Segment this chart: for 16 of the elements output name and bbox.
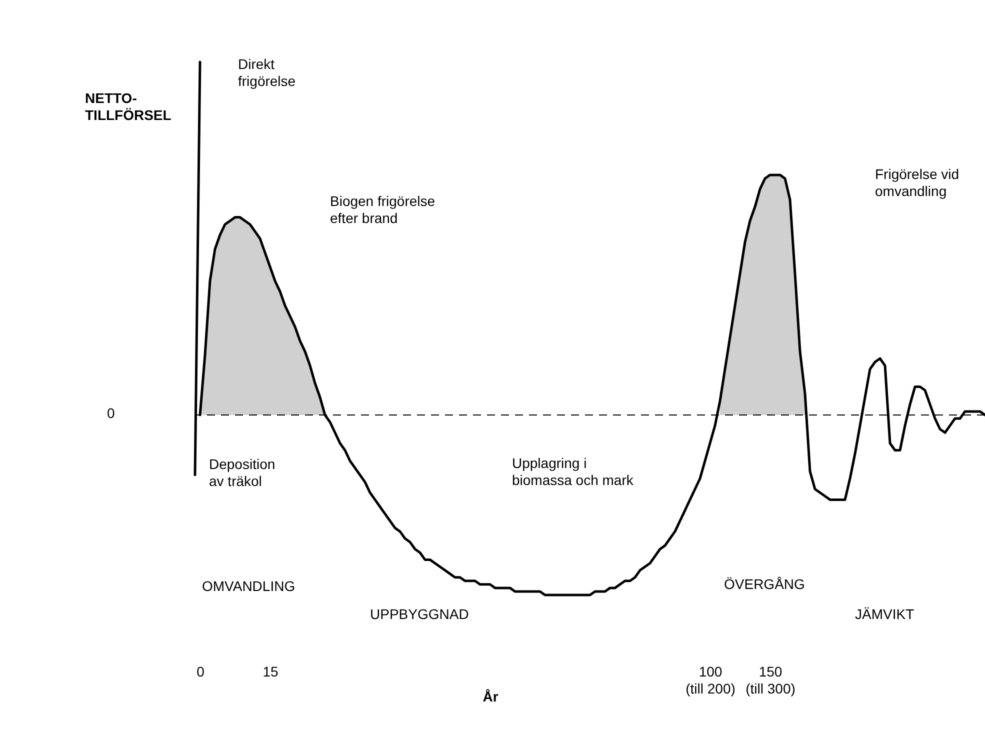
text: UPPBYGGNAD: [370, 606, 469, 622]
annotation: Upplagring i biomassa och mark: [512, 455, 634, 488]
annotation: Frigörelse vid omvandling: [875, 166, 960, 199]
annotation: Biogen frigörelse efter brand: [330, 193, 436, 226]
y-axis-title: NETTO-TILLFÖRSEL: [85, 90, 172, 123]
x-tick-label: 0: [196, 664, 205, 680]
annotation: OMVANDLING: [202, 578, 296, 594]
annotation: ÖVERGÅNG: [724, 576, 805, 592]
x-tick-label: 15: [262, 664, 278, 680]
annotation: Deposition av träkol: [209, 456, 276, 489]
x-tick-label: 150 (till 300): [746, 664, 796, 696]
x-tick-label: 100 (till 200): [686, 664, 736, 696]
text: 0: [107, 405, 115, 421]
text: JÄMVIKT: [855, 606, 915, 622]
x-axis-title: År: [482, 688, 499, 704]
annotation: Direkt frigörelse: [238, 56, 296, 89]
